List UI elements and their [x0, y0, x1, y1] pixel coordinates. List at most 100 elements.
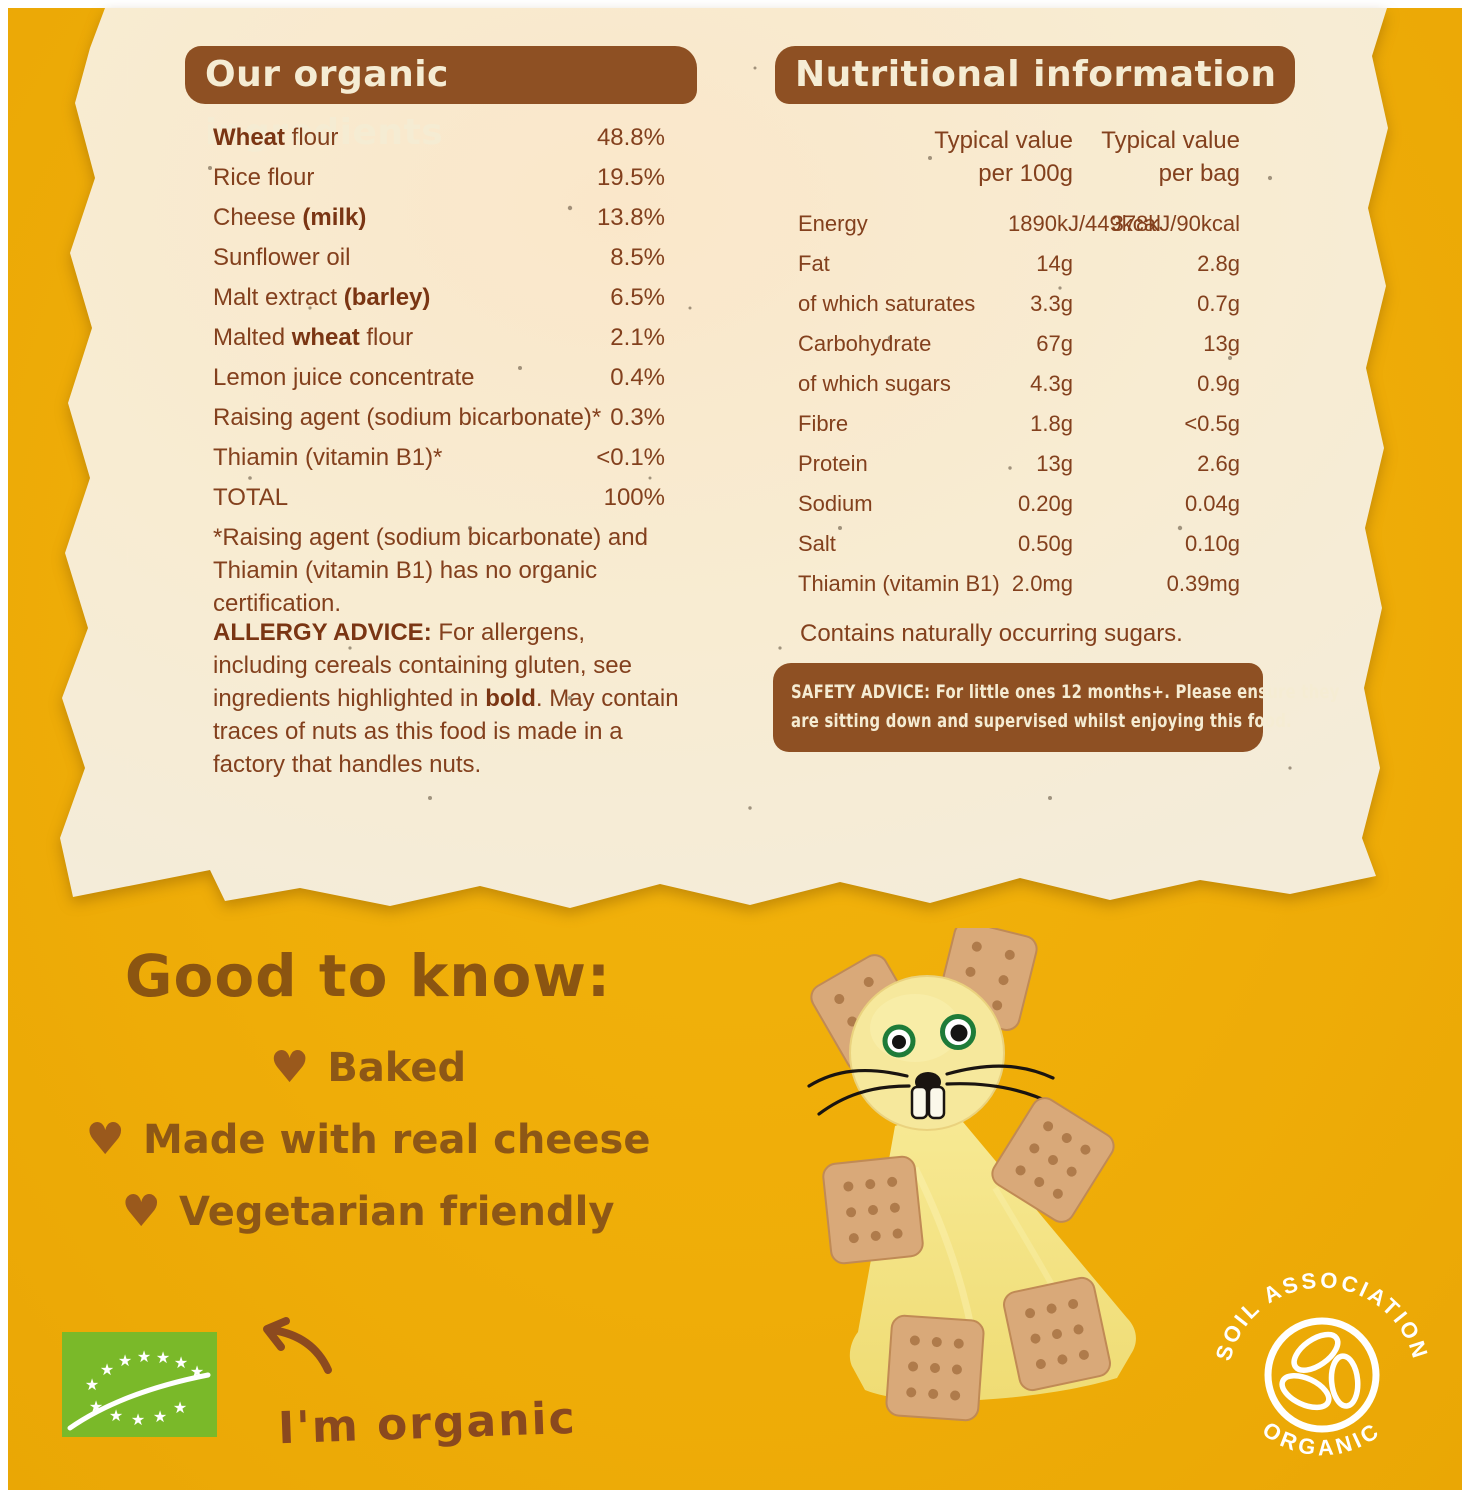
cracker-foot-left: [884, 1313, 986, 1423]
ingredient-value: 48.8%: [596, 124, 665, 151]
ingredient-value: 2.1%: [610, 324, 665, 351]
ingredient-value: 8.5%: [610, 244, 665, 271]
ingredient-value: 0.3%: [610, 404, 665, 431]
leaf-stem-swoosh: [67, 1372, 211, 1431]
ingredient-row: Malted wheat flour 2.1%: [213, 318, 665, 358]
nutrition-label: Fat: [798, 251, 830, 276]
ingredient-name: Lemon juice concentrate: [213, 364, 475, 391]
good-to-know-item: ♥ Made with real cheese: [78, 1104, 658, 1176]
ingredient-row: Lemon juice concentrate 0.4%: [213, 358, 665, 398]
svg-text:★: ★: [100, 1360, 114, 1379]
svg-text:★: ★: [131, 1410, 145, 1429]
ingredient-name: TOTAL: [213, 484, 289, 511]
svg-text:★: ★: [137, 1347, 151, 1366]
nutrition-table: Energy 1890kJ/449kcal 378kJ/90kcal Fat 1…: [798, 204, 1240, 604]
nutrition-label: Protein: [798, 451, 868, 476]
ingredient-name: Malted wheat flour: [213, 324, 414, 351]
allergy-advice-lead: ALLERGY ADVICE:: [213, 619, 432, 646]
ingredient-value: <0.1%: [596, 444, 665, 471]
ingredient-row: Malt extract (barley) 6.5%: [213, 278, 665, 318]
safety-advice-line2: are sitting down and supervised whilst e…: [791, 710, 1292, 732]
svg-text:★: ★: [109, 1406, 123, 1425]
cracker-paw-left: [821, 1154, 925, 1266]
organic-certification-footnote: *Raising agent (sodium bicarbonate) and …: [213, 524, 648, 617]
nutrition-label: of which saturates: [798, 291, 976, 316]
nutrition-perbag-value: 0.7g: [1197, 291, 1240, 316]
mouse-teeth: [910, 1085, 946, 1120]
ingredient-name: Thiamin (vitamin B1)*: [213, 444, 443, 471]
nutrition-perbag-value: 0.9g: [1197, 371, 1240, 396]
nutrition-label: Thiamin (vitamin B1): [798, 571, 1000, 596]
ingredient-row: Cheese (milk) 13.8%: [213, 198, 665, 238]
svg-text:★: ★: [173, 1398, 187, 1417]
nutrition-perbag-value: 13g: [1203, 331, 1240, 356]
heart-icon: ♥: [85, 1114, 125, 1165]
heart-icon: ♥: [121, 1186, 161, 1237]
ingredient-row-total: TOTAL 100%: [213, 478, 665, 518]
good-to-know-title: Good to know:: [124, 942, 612, 1010]
ingredient-name: Malt extract (barley): [213, 284, 431, 311]
ingredient-value: 19.5%: [596, 164, 665, 191]
nutrition-per100-value: 14g: [1036, 251, 1073, 276]
good-to-know-item-label: Baked: [327, 1045, 467, 1091]
ingredient-value: 100%: [603, 484, 665, 511]
leaf-stars: ★★ ★ ★ ★ ★ ★ ★ ★ ★ ★ ★: [85, 1347, 204, 1429]
nutrition-per100-value: 1890kJ/449kcal: [1008, 211, 1161, 236]
nutrition-label: of which sugars: [798, 371, 951, 396]
good-to-know-item: ♥ Baked: [78, 1032, 658, 1104]
nutrition-label: Energy: [798, 211, 868, 236]
nutrition-label: Sodium: [798, 491, 873, 516]
ingredient-row: Rice flour 19.5%: [213, 158, 665, 198]
nutrition-panel-title-banner: Nutritional information: [775, 46, 1295, 104]
nutrition-per100-value: 1.8g: [1030, 411, 1073, 436]
ingredient-name: Rice flour: [213, 164, 315, 191]
svg-text:ORGANIC: ORGANIC: [1258, 1417, 1386, 1461]
nutrition-per100-value: 67g: [1036, 331, 1073, 356]
nutrition-perbag-value: 0.39mg: [1166, 571, 1240, 596]
nutrition-per100-value: 13g: [1036, 451, 1073, 476]
nutrition-perbag-value: 0.04g: [1184, 491, 1240, 516]
svg-text:★: ★: [85, 1375, 99, 1394]
mouse-left-eye: [882, 1024, 916, 1058]
nutrition-per100-value: 2.0mg: [1011, 571, 1073, 596]
soil-association-arc-text: SOIL ASSOCIATION: [1211, 1270, 1431, 1363]
ingredients-panel-title: Our organic ingredients: [205, 54, 449, 153]
allergy-advice: ALLERGY ADVICE: For allergens, including…: [213, 619, 679, 778]
good-to-know-item-label: Made with real cheese: [142, 1117, 651, 1163]
ingredient-row: Sunflower oil 8.5%: [213, 238, 665, 278]
good-to-know-item: ♥ Vegetarian friendly: [78, 1176, 658, 1248]
nutrition-label: Salt: [798, 531, 836, 556]
nutrition-per100-value: 4.3g: [1030, 371, 1073, 396]
nutrition-label: Fibre: [798, 411, 849, 436]
good-to-know-list: ♥ Baked ♥ Made with real cheese ♥ Vegeta…: [78, 1032, 658, 1248]
ingredient-row: Raising agent (sodium bicarbonate)* 0.3%: [213, 398, 665, 438]
ingredient-name: Cheese (milk): [213, 204, 367, 231]
nutrition-perbag-value: 2.8g: [1197, 251, 1240, 276]
nutrition-panel-title: Nutritional information: [795, 54, 1277, 95]
svg-text:SOIL ASSOCIATION: SOIL ASSOCIATION: [1211, 1270, 1434, 1363]
organic-arc-text: ORGANIC: [1258, 1417, 1382, 1461]
nutrition-per100-value: 3.3g: [1030, 291, 1073, 316]
mouse-right-eye: [940, 1014, 976, 1050]
svg-text:★: ★: [156, 1348, 170, 1367]
per-100g-column-header: Typical value per 100g: [934, 127, 1073, 187]
cheese-mouse-illustration: [805, 928, 1136, 1423]
ingredient-row: Wheat flour 48.8%: [213, 118, 665, 158]
svg-text:★: ★: [153, 1407, 167, 1426]
ingredients-list: Wheat flour 48.8% Rice flour 19.5% Chees…: [213, 118, 665, 518]
nutrition-label: Carbohydrate: [798, 331, 932, 356]
im-organic-label: I'm organic: [277, 1392, 578, 1455]
nutrition-per100-value: 0.20g: [1017, 491, 1073, 516]
svg-text:★: ★: [118, 1351, 132, 1370]
logo-ring: [1264, 1317, 1380, 1433]
ingredients-panel-title-banner: Our organic ingredients: [185, 46, 697, 153]
nutrition-column-headers: Typical value per 100g Typical value per…: [798, 124, 1240, 190]
heart-icon: ♥: [269, 1042, 310, 1093]
nutrition-perbag-value: <0.5g: [1184, 411, 1240, 436]
safety-advice-box: SAFETY ADVICE: For little ones 12 months…: [773, 663, 1339, 752]
arrow-icon: [263, 1317, 332, 1374]
ingredient-name: Raising agent (sodium bicarbonate)*: [213, 404, 602, 431]
per-bag-column-header: Typical value per bag: [1101, 127, 1240, 187]
nutrition-perbag-value: 0.10g: [1184, 531, 1240, 556]
